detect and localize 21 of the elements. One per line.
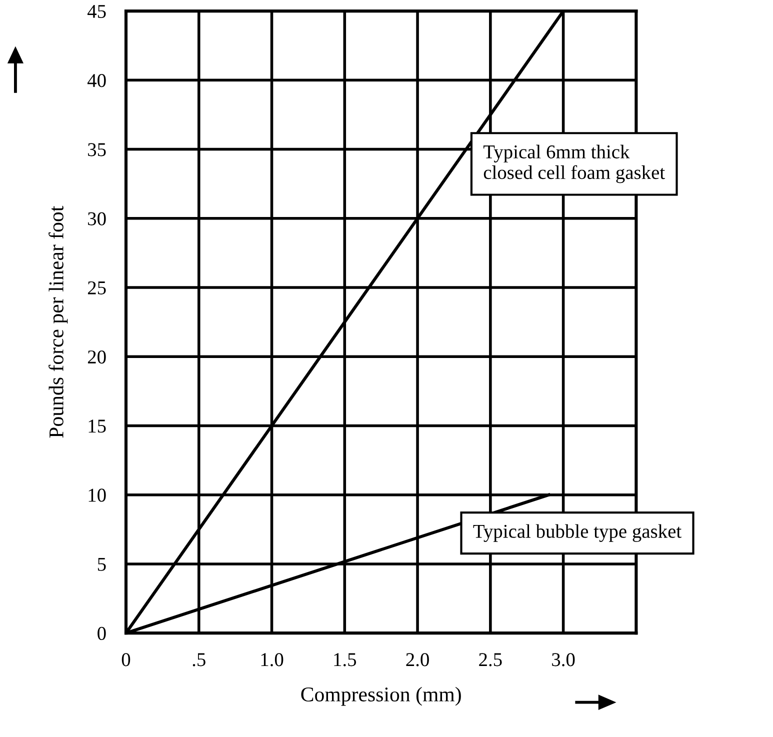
y-tick-label: 45 <box>87 5 106 18</box>
annotation: Typical bubble type gasket <box>473 524 682 542</box>
y-tick-label: 15 <box>88 420 106 433</box>
y-tick-label: 25 <box>88 281 106 294</box>
x-axis-title: Compression (mm) <box>301 686 461 706</box>
y-axis-title: Pounds force per linear foot <box>48 206 68 438</box>
x-tick-label: 0 <box>122 653 130 666</box>
y-tick-label: 5 <box>98 558 106 571</box>
x-tick-label: 2.0 <box>406 653 429 666</box>
y-tick-label: 40 <box>87 74 106 88</box>
x-tick-label: .5 <box>192 653 206 666</box>
x-tick-label: 1.0 <box>261 653 284 666</box>
y-tick-label: 20 <box>88 350 106 364</box>
x-tick-label: 2.5 <box>479 653 502 666</box>
x-tick-label: 3.0 <box>552 653 575 666</box>
y-tick-label: 10 <box>88 488 106 502</box>
x-tick-label: 1.5 <box>334 653 356 666</box>
y-tick-label: 0 <box>98 626 106 640</box>
y-tick-label: 35 <box>88 143 106 156</box>
annotation: Typical 6mm thick closed cell foam gasket <box>483 144 665 184</box>
y-tick-label: 30 <box>88 212 106 226</box>
